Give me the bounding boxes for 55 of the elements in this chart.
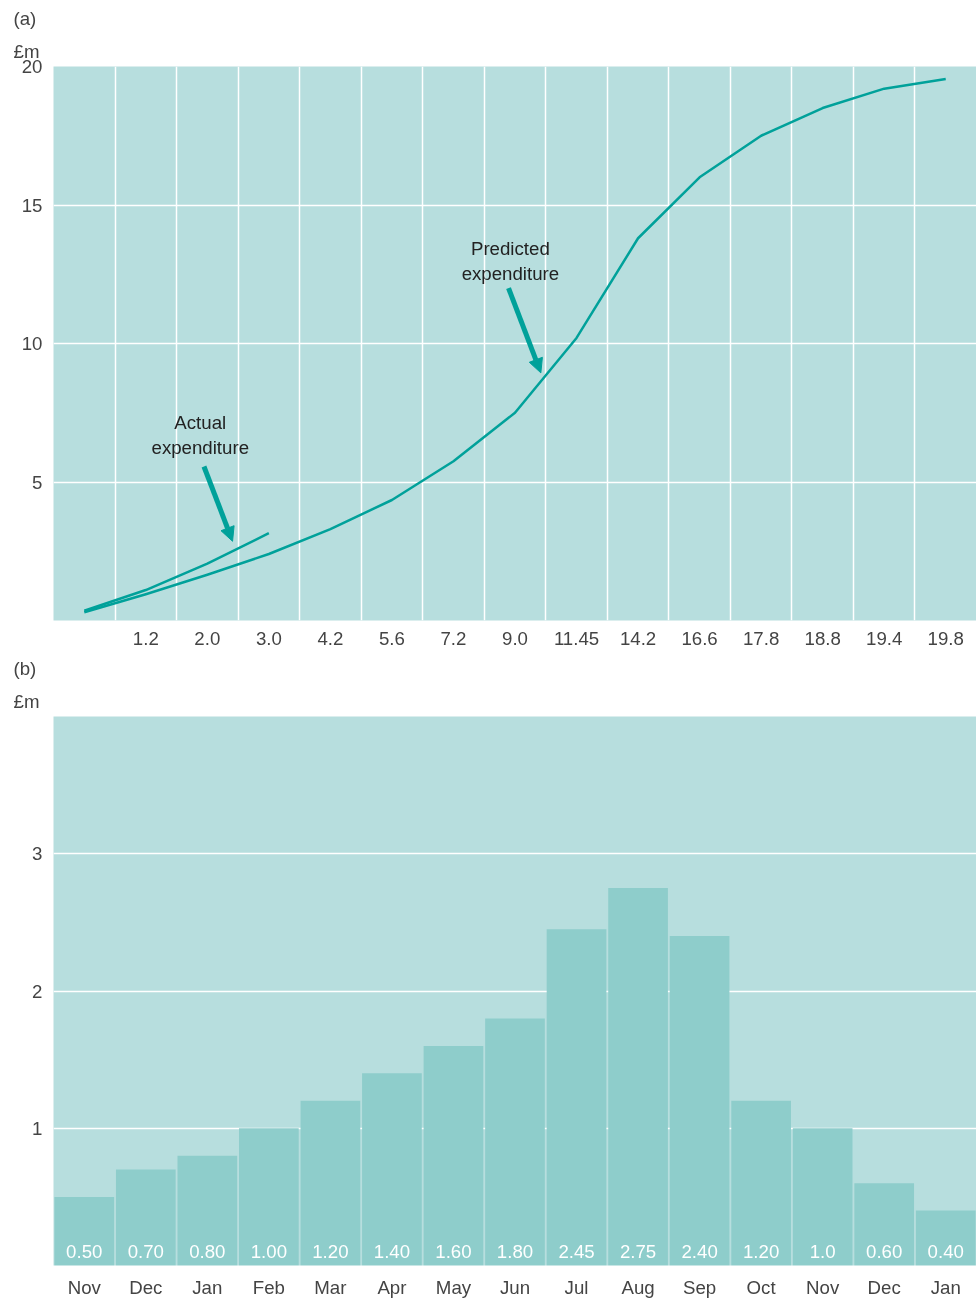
x-tick-label: 2.0 — [194, 627, 221, 649]
data-label: 1.0 — [809, 1240, 836, 1262]
x-tick-label: Jan — [192, 1276, 223, 1298]
x-tick-label: 7.2 — [440, 627, 467, 649]
data-label: 0.60 — [866, 1240, 903, 1262]
x-tick-label: Aug — [621, 1276, 655, 1298]
x-tick-label: Nov — [806, 1276, 840, 1298]
data-label: 0.50 — [66, 1240, 103, 1262]
x-tick-label: Jun — [499, 1276, 531, 1298]
x-tick-label: 1.2 — [132, 627, 159, 649]
x-tick-label: 9.0 — [502, 627, 528, 649]
data-label: 2.75 — [619, 1240, 657, 1262]
x-tick-label: Dec — [867, 1276, 901, 1298]
y-tick-label: 2 — [32, 980, 43, 1002]
annotation: Actual expenditure — [151, 411, 250, 458]
data-label: 0.70 — [127, 1240, 164, 1262]
x-tick-label: 14.2 — [619, 627, 657, 649]
x-tick-label: Oct — [746, 1276, 777, 1298]
x-tick-label: 19.4 — [866, 627, 903, 649]
x-tick-label: Mar — [314, 1276, 347, 1298]
data-label: 1.40 — [373, 1240, 411, 1262]
x-tick-label: 5.6 — [378, 627, 405, 649]
x-tick-label: Feb — [252, 1276, 285, 1298]
x-tick-label: Nov — [67, 1276, 102, 1298]
data-label: 1.80 — [496, 1240, 534, 1262]
x-tick-label: 4.2 — [317, 627, 344, 649]
y-tick-label: 15 — [21, 194, 43, 216]
y-tick-label: 1 — [32, 1117, 43, 1139]
x-tick-label: 3.0 — [255, 627, 282, 649]
data-label: 1.00 — [250, 1240, 288, 1262]
x-tick-label: 17.8 — [742, 627, 780, 649]
data-label: 0.40 — [927, 1240, 964, 1262]
chart-title: (a) — [13, 7, 37, 29]
x-tick-label: May — [435, 1276, 472, 1298]
data-label: 2.40 — [681, 1240, 718, 1262]
x-tick-label: 16.6 — [681, 627, 718, 649]
x-tick-label: 11.45 — [553, 627, 600, 649]
x-tick-label: 18.8 — [804, 627, 841, 649]
x-tick-label: Sep — [683, 1276, 717, 1298]
data-label: 2.45 — [558, 1240, 595, 1262]
data-label: 1.20 — [742, 1240, 780, 1262]
x-tick-label: Jul — [564, 1276, 589, 1298]
data-label: 0.80 — [189, 1240, 226, 1262]
chart-title: (b) — [13, 657, 37, 679]
y-axis-title: £m — [13, 690, 40, 712]
data-label: 1.20 — [312, 1240, 349, 1262]
x-tick-label: Dec — [129, 1276, 163, 1298]
x-tick-label: Apr — [377, 1276, 407, 1298]
y-tick-label: 10 — [21, 333, 43, 354]
y-tick-label: 5 — [32, 471, 43, 493]
y-tick-label: 3 — [32, 843, 43, 865]
annotation: Predicted expenditure — [461, 238, 560, 285]
x-tick-label: Jan — [930, 1276, 961, 1298]
x-tick-label: 19.8 — [927, 627, 964, 649]
data-label: 1.60 — [435, 1240, 472, 1262]
